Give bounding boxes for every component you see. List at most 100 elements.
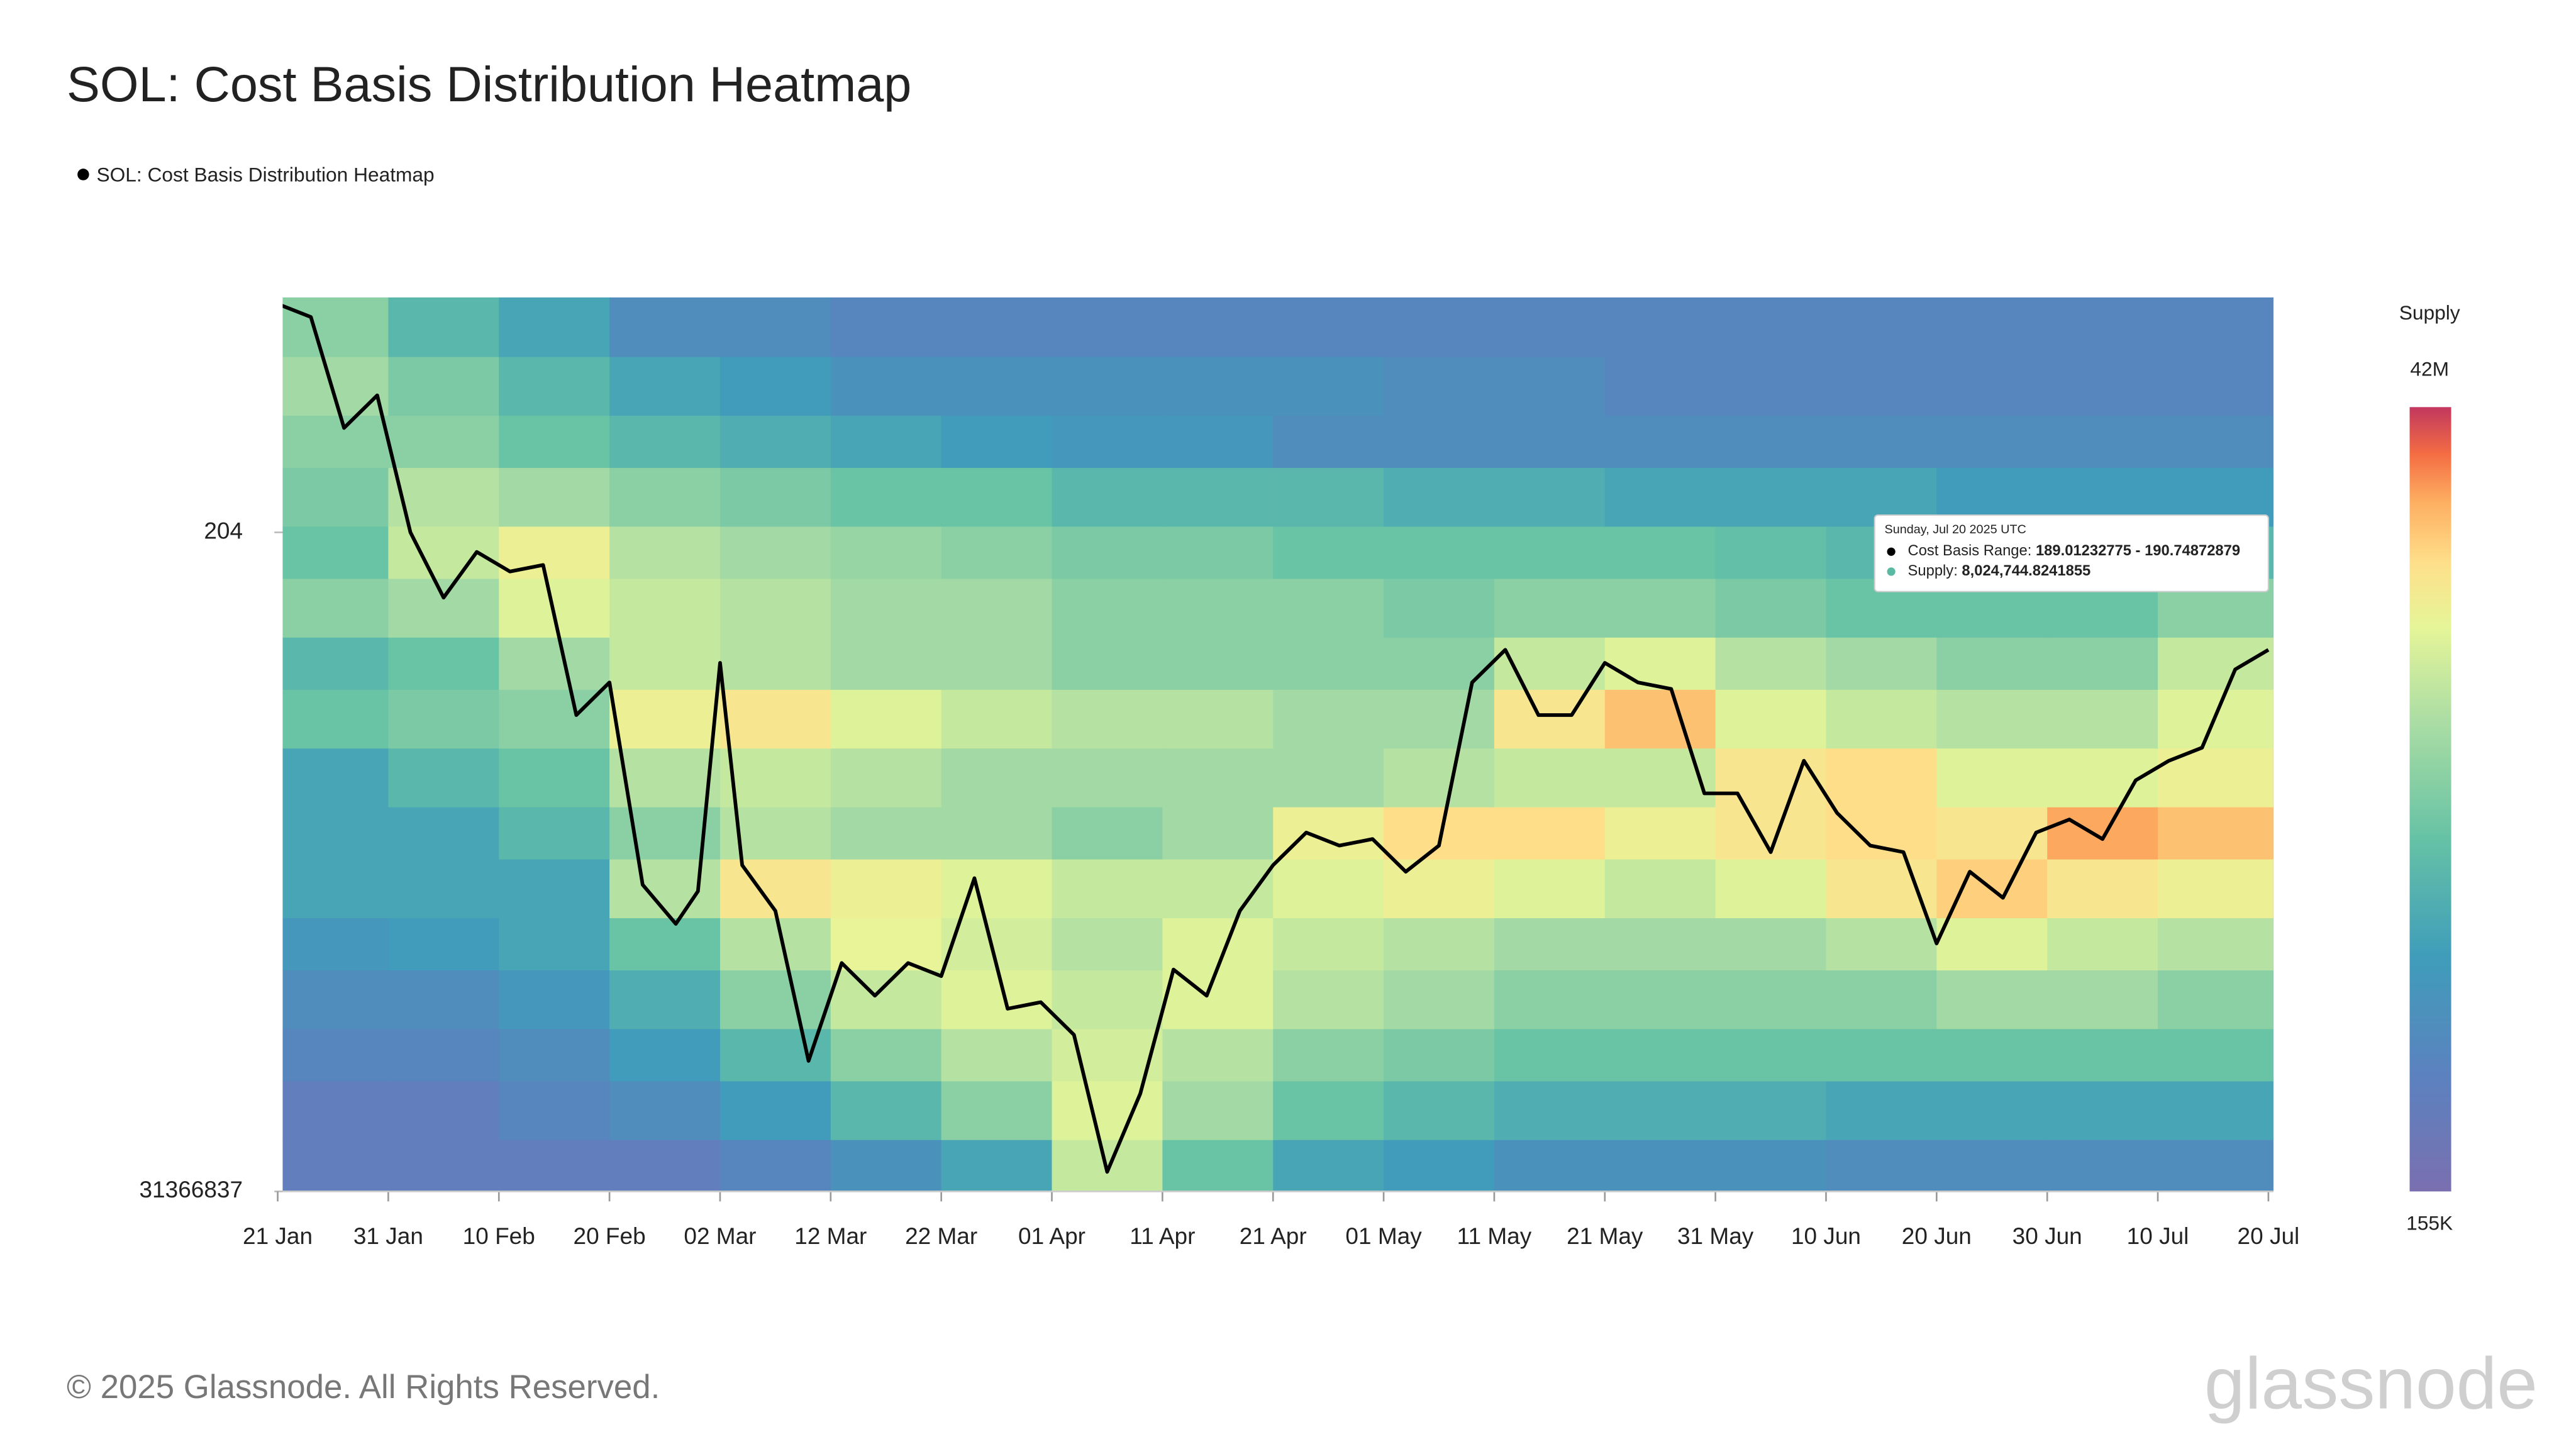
heatmap-cell	[1826, 858, 1938, 918]
heatmap-cell	[1604, 917, 1716, 970]
heatmap-cell	[719, 747, 832, 808]
heatmap-cell	[1715, 1080, 1827, 1140]
heatmap-cell	[2047, 969, 2159, 1030]
heatmap-cell	[1273, 356, 1385, 416]
heatmap-cell	[1384, 467, 1496, 527]
heatmap-cell	[1052, 414, 1163, 469]
heatmap-cell	[609, 1080, 721, 1140]
x-tick-label: 22 Mar	[905, 1223, 977, 1249]
heatmap-cell	[1494, 578, 1606, 638]
heatmap-cell	[1052, 297, 1163, 357]
heatmap-cell	[499, 806, 611, 860]
heatmap-cell	[282, 1028, 389, 1082]
heatmap-cell	[2158, 414, 2273, 469]
heatmap-cell	[719, 297, 832, 357]
heatmap-cell	[1826, 414, 1938, 469]
heatmap-cell	[719, 1139, 832, 1192]
heatmap-cell	[2158, 636, 2273, 690]
heatmap-cell	[941, 297, 1053, 357]
heatmap-cell	[499, 636, 611, 690]
heatmap-cell	[1052, 526, 1163, 579]
colorbar-title: Supply	[2399, 301, 2460, 324]
heatmap-cell	[830, 806, 942, 860]
heatmap-cell	[1494, 969, 1606, 1030]
heatmap-cell	[388, 636, 500, 690]
tooltip: Sunday, Jul 20 2025 UTC Cost Basis Range…	[1874, 514, 2269, 592]
heatmap-cell	[1936, 1028, 2048, 1082]
heatmap-cell	[1162, 1028, 1274, 1082]
heatmap-cell	[499, 858, 611, 918]
x-tick-label: 01 Apr	[1018, 1223, 1085, 1249]
heatmap-cell	[1162, 747, 1274, 808]
heatmap-cell	[388, 1028, 500, 1082]
heatmap-cell	[1494, 414, 1606, 469]
heatmap-cell	[609, 917, 721, 970]
heatmap-cell	[1936, 414, 2048, 469]
heatmap-cell	[830, 578, 942, 638]
heatmap-cell	[719, 467, 832, 527]
heatmap-cell	[1826, 747, 1938, 808]
heatmap-cell	[1604, 467, 1716, 527]
x-tick-label: 21 Apr	[1240, 1223, 1307, 1249]
heatmap-cell	[388, 917, 500, 970]
heatmap-cell	[1604, 414, 1716, 469]
heatmap-cell	[830, 414, 942, 469]
heatmap-cell	[1273, 1028, 1385, 1082]
heatmap-cell	[1715, 578, 1827, 638]
heatmap-cell	[719, 356, 832, 416]
heatmap-cell	[1715, 297, 1827, 357]
heatmap-cell	[1162, 1139, 1274, 1192]
heatmap-cell	[1936, 1080, 2048, 1140]
heatmap-cell	[388, 297, 500, 357]
heatmap-cell	[1604, 526, 1716, 579]
heatmap-cell	[1494, 747, 1606, 808]
heatmap-cell	[1052, 689, 1163, 749]
heatmap-cell	[1052, 467, 1163, 527]
heatmap-cell	[941, 806, 1053, 860]
heatmap-cell	[941, 414, 1053, 469]
heatmap-cell	[2047, 917, 2159, 970]
x-tick-label: 20 Jul	[2238, 1223, 2300, 1249]
heatmap-cell	[1715, 1139, 1827, 1192]
heatmap-cell	[1273, 414, 1385, 469]
heatmap-cell	[1715, 526, 1827, 579]
heatmap-cell	[388, 526, 500, 579]
heatmap-cell	[1494, 467, 1606, 527]
heatmap-cell	[1936, 917, 2048, 970]
heatmap-cell	[2047, 689, 2159, 749]
heatmap-cell	[282, 1139, 389, 1192]
heatmap-cell	[1936, 356, 2048, 416]
axes: 31366837 204 21 Jan 31 Jan 10 Feb 20 Feb 02 Ma…	[139, 358, 2453, 1250]
heatmap-cell	[830, 297, 942, 357]
heatmap-cell	[2158, 356, 2273, 416]
heatmap-cell	[1715, 636, 1827, 690]
heatmap-cell	[1494, 917, 1606, 970]
heatmap-cell	[2047, 356, 2159, 416]
heatmap-cell	[941, 858, 1053, 918]
heatmap-cell	[499, 917, 611, 970]
heatmap-cell	[1604, 806, 1716, 860]
tooltip-label: Cost Basis Range:	[1908, 542, 2032, 559]
heatmap-cell	[2158, 1080, 2273, 1140]
heatmap-cell	[1936, 297, 2048, 357]
heatmap-cell	[1384, 414, 1496, 469]
heatmap-cell	[499, 747, 611, 808]
heatmap-cell	[1494, 806, 1606, 860]
heatmap-cell	[499, 578, 611, 638]
heatmap-cell	[1715, 1028, 1827, 1082]
heatmap-cell	[830, 689, 942, 749]
heatmap-cell	[1273, 689, 1385, 749]
heatmap-cell	[282, 858, 389, 918]
heatmap-cell	[282, 414, 389, 469]
heatmap-cell	[1273, 1139, 1385, 1192]
heatmap-cell	[282, 356, 389, 416]
heatmap-cell	[388, 806, 500, 860]
heatmap-cell	[1384, 689, 1496, 749]
heatmap-cell	[1936, 636, 2048, 690]
heatmap-cell	[2158, 297, 2273, 357]
heatmap-cell	[388, 578, 500, 638]
x-tick-label: 20 Feb	[574, 1223, 646, 1249]
heatmap-cell	[1494, 297, 1606, 357]
x-tick-label: 10 Jun	[1791, 1223, 1861, 1249]
